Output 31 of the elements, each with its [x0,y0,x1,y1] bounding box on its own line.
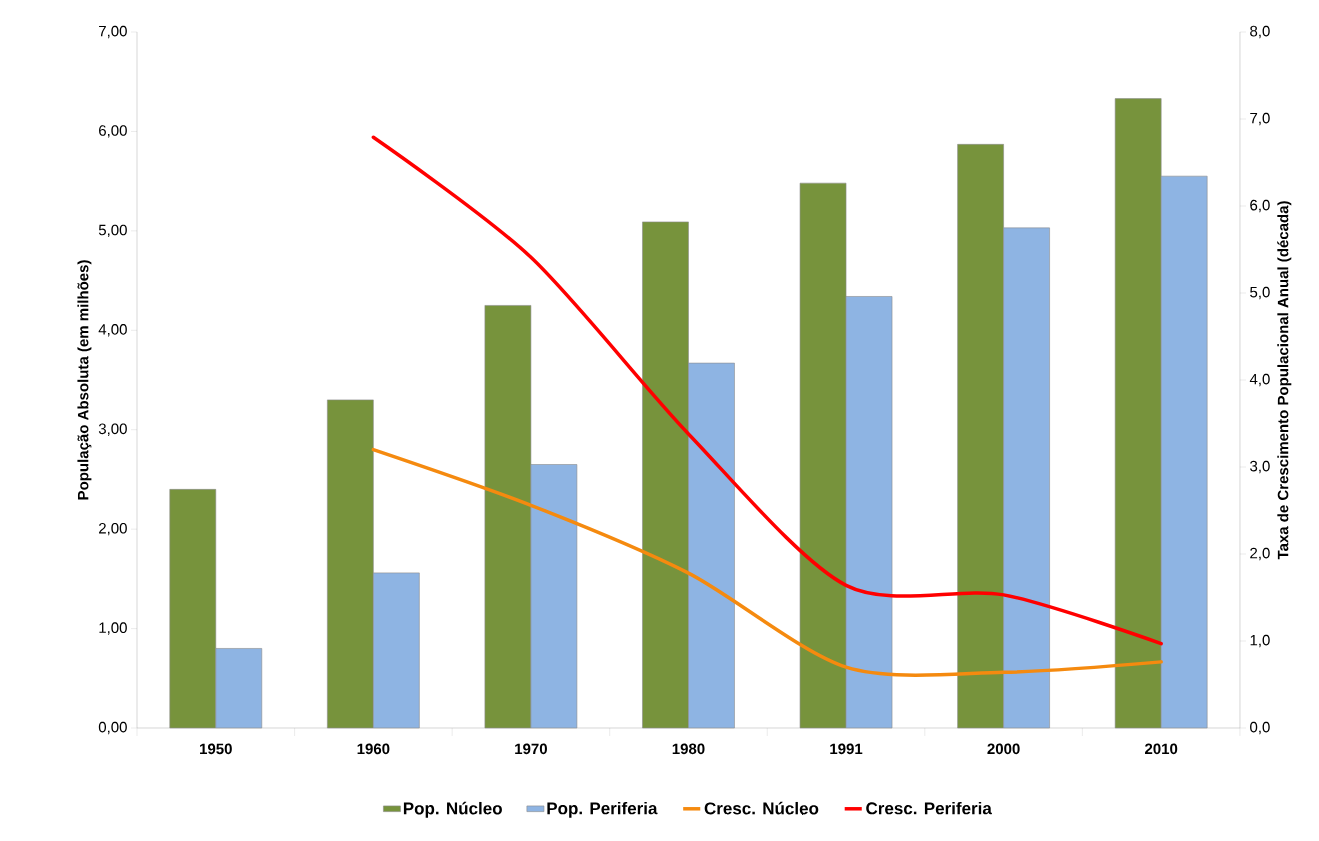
y2-tick-label: 6,0 [1250,199,1270,213]
y-tick-label: 5,00 [98,224,127,238]
y2-tick-label: 1,0 [1250,634,1270,648]
line-series [371,135,1163,646]
y2-tick-label: 4,0 [1249,373,1270,387]
y2-tick-label: 7,0 [1250,112,1270,126]
y2-axis-title: Taxa de Crescimento Populacional Anual (década) [1277,201,1292,560]
y-tick-label: 4,00 [98,324,127,337]
y-tick-label: 3,00 [98,423,127,436]
legend-label: Pop. Núcleo [403,801,502,818]
legend-label: Pop. Periferia [547,801,658,818]
x-tick-label: 1950 [200,743,232,755]
x-tick-label: 2010 [1145,743,1178,755]
y2-tick-label: 2,0 [1250,547,1270,561]
x-tick-label: 2000 [987,743,1020,755]
y2-tick-label: 3,0 [1250,460,1270,474]
y-tick-label: 7,00 [99,25,127,39]
x-tick-label: 1960 [357,743,390,755]
x-tick-label: 1980 [672,743,705,755]
legend-label: Cresc. Periferia [866,801,992,815]
y-tick-label: 0,00 [98,721,127,735]
legend-label: Cresc. Núcleo [704,801,819,815]
x-tick-label: 1970 [515,743,547,755]
y-tick-label: 6,00 [99,125,127,138]
y-axis-title: População Absoluta (em milhões) [77,260,92,500]
y-tick-label: 1,00 [99,622,127,635]
y-tick-label: 2,00 [99,522,127,536]
y2-tick-label: 8,0 [1250,25,1270,39]
y2-tick-label: 0,0 [1250,721,1270,735]
x-tick-label: 1991 [830,743,863,755]
y2-tick-label: 5,0 [1250,286,1270,300]
